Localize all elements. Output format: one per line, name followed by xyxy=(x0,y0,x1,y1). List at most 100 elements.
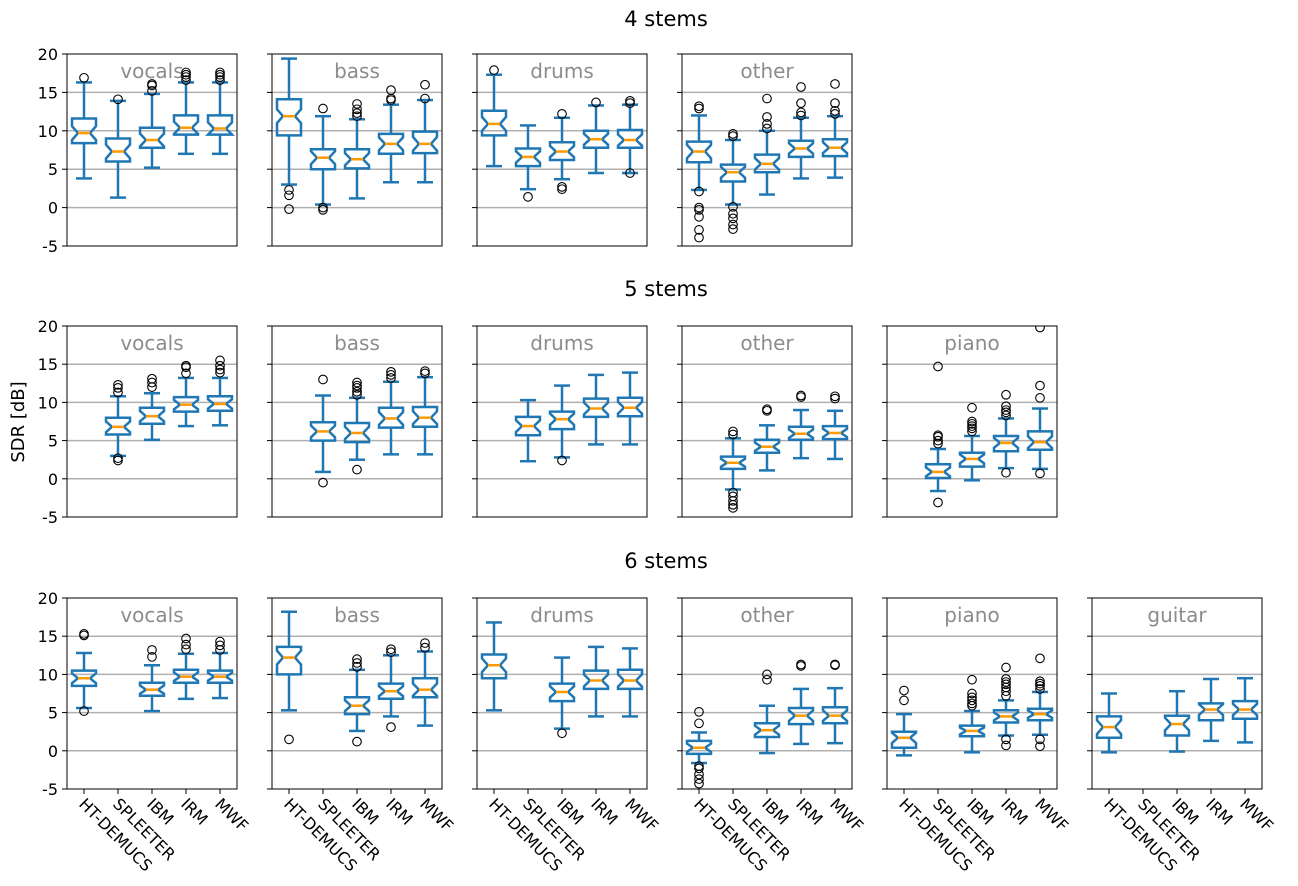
outlier-point xyxy=(625,98,635,109)
outlier-point xyxy=(352,104,362,115)
boxes xyxy=(685,79,849,243)
box-HT-DEMUCS xyxy=(275,610,303,745)
outlier-point xyxy=(762,674,772,685)
box-SPLEETER xyxy=(309,374,337,488)
outlier-point xyxy=(796,110,806,121)
y-tick-label: 20 xyxy=(38,589,58,608)
x-tick-label: IRM xyxy=(382,794,416,828)
box-IBM xyxy=(343,377,371,475)
outlier-point xyxy=(284,734,294,745)
outlier-point xyxy=(694,103,704,114)
box-IRM xyxy=(377,644,405,732)
box-body xyxy=(138,406,166,426)
outlier-point xyxy=(352,380,362,391)
outlier-point xyxy=(728,201,738,212)
box-HT-DEMUCS xyxy=(480,65,508,168)
box-HT-DEMUCS xyxy=(70,629,98,716)
box-body xyxy=(377,406,405,429)
outlier-point xyxy=(967,402,977,413)
outlier-point xyxy=(181,639,191,650)
box-IBM xyxy=(138,79,166,169)
outlier-point xyxy=(933,430,943,441)
box-body xyxy=(787,425,815,442)
box-MWF xyxy=(1231,676,1259,744)
outlier-point xyxy=(1035,653,1045,664)
outlier-point xyxy=(79,629,89,639)
boxes xyxy=(719,390,849,513)
box-body xyxy=(206,669,234,685)
outlier-point xyxy=(352,736,362,747)
outlier-point xyxy=(420,79,430,90)
outlier-point xyxy=(967,695,977,706)
x-tick-label: IRM xyxy=(587,794,621,828)
box-body xyxy=(958,451,986,468)
outlier-point xyxy=(967,416,977,427)
outlier-point xyxy=(147,79,157,89)
box-MWF xyxy=(205,67,235,156)
y-tick-label: 15 xyxy=(38,83,58,102)
outlier-point xyxy=(1001,662,1011,673)
outlier-point xyxy=(420,366,430,376)
boxes xyxy=(685,659,849,789)
outlier-point xyxy=(215,640,225,651)
panel-drums: drums xyxy=(472,53,648,247)
outlier-point xyxy=(352,661,362,672)
outlier-point xyxy=(113,379,123,390)
outlier-point xyxy=(352,377,362,388)
outlier-point xyxy=(694,205,704,215)
panel-frame xyxy=(271,53,443,247)
box-SPLEETER xyxy=(309,103,337,215)
box-MWF xyxy=(1026,653,1054,752)
box-HT-DEMUCS xyxy=(275,57,303,214)
x-tick-label: IRM xyxy=(1202,794,1236,828)
y-tick-label: -5 xyxy=(42,508,58,527)
outlier-point xyxy=(1001,405,1011,415)
box-body xyxy=(924,463,952,480)
row-title: 4 stems xyxy=(624,7,708,31)
boxes xyxy=(514,371,644,466)
panel-frame xyxy=(886,325,1058,518)
outlier-point xyxy=(728,502,738,513)
outlier-point xyxy=(1001,407,1011,418)
outlier-point xyxy=(147,645,157,655)
outlier-point xyxy=(967,418,977,429)
outlier-point xyxy=(557,455,567,466)
outlier-point xyxy=(489,65,499,75)
outlier-point xyxy=(1001,410,1011,421)
box-IBM xyxy=(548,656,576,739)
boxes xyxy=(70,629,234,716)
outlier-point xyxy=(1035,676,1045,687)
box-IBM xyxy=(343,99,371,200)
outlier-point xyxy=(1001,686,1011,697)
outlier-point xyxy=(796,390,806,401)
panel-title: vocals xyxy=(120,59,183,83)
panel-title: vocals xyxy=(120,331,183,355)
outlier-point xyxy=(694,706,704,717)
box-IRM xyxy=(377,85,405,184)
box-SPLEETER xyxy=(104,94,132,199)
outlier-point xyxy=(557,184,567,195)
y-tick-label: -5 xyxy=(42,780,58,799)
box-body xyxy=(309,421,337,442)
box-body xyxy=(70,669,98,688)
box-body xyxy=(172,395,200,413)
box-MWF xyxy=(616,371,644,446)
panel-drums: drums xyxy=(472,325,648,518)
outlier-point xyxy=(625,168,635,178)
panel-title: piano xyxy=(944,603,999,627)
outlier-point xyxy=(1001,734,1011,745)
box-body xyxy=(685,140,713,164)
outlier-point xyxy=(830,105,840,116)
box-body xyxy=(548,141,576,162)
x-tick-label: MWF xyxy=(621,794,662,835)
y-tick-label: 10 xyxy=(38,393,58,412)
x-tick-label: MWF xyxy=(1031,794,1072,835)
y-tick-label: 10 xyxy=(38,665,58,684)
box-body xyxy=(753,438,781,455)
box-body xyxy=(1163,714,1191,737)
box-body xyxy=(787,706,815,726)
